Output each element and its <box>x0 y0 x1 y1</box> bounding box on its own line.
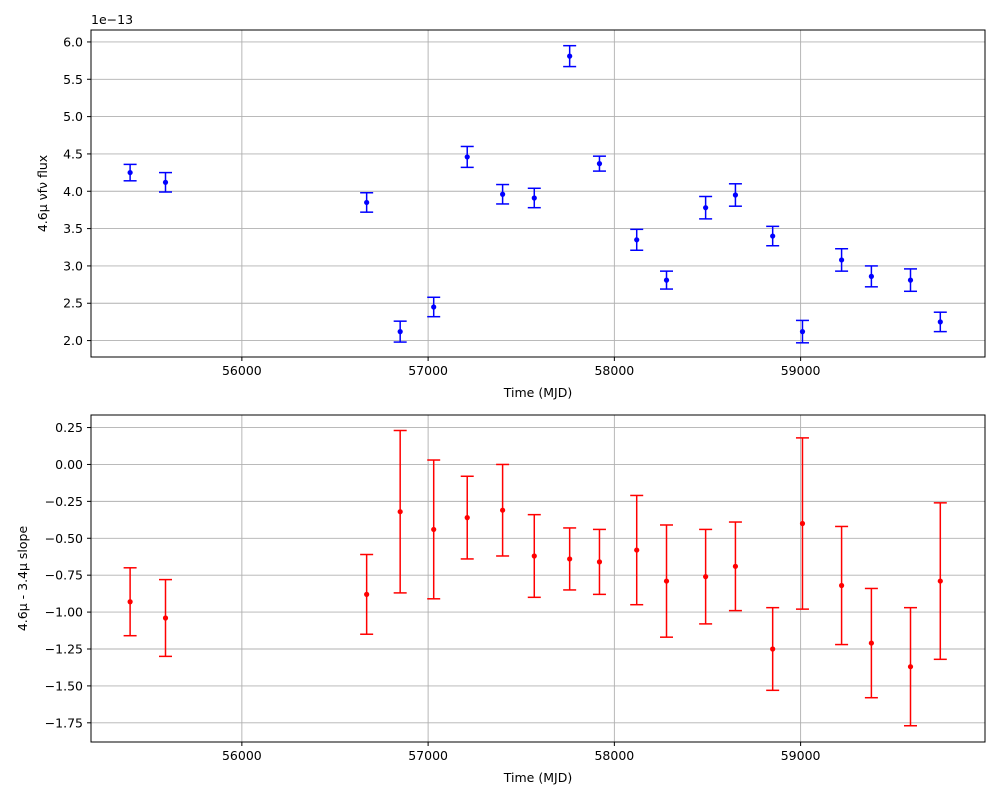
bottom-x-tick-label: 56000 <box>222 748 262 763</box>
bottom-data-point <box>703 574 709 580</box>
top-axes-frame <box>90 29 986 358</box>
top-data-point <box>431 304 437 310</box>
bottom-axes-frame <box>90 414 986 743</box>
top-data-point <box>162 179 169 185</box>
bottom-data-point <box>162 615 169 621</box>
bottom-data-point <box>937 578 943 584</box>
bottom-data-point <box>500 507 506 513</box>
bottom-y-axis-label: 4.6μ - 3.4μ slope <box>15 526 30 632</box>
top-data-point <box>397 329 403 335</box>
bottom-y-tick-label: 0.00 <box>55 457 83 472</box>
bottom-data-point <box>464 515 470 521</box>
bottom-data-point <box>596 559 603 565</box>
bottom-y-tick-label: −1.25 <box>45 641 83 656</box>
top-x-tick-label: 56000 <box>222 363 262 378</box>
top-y-offset-label: 1e−13 <box>91 12 133 27</box>
bottom-y-tick-label: −0.50 <box>45 531 83 546</box>
bottom-data-point <box>838 582 845 589</box>
top-y-axis-label: 4.6μ νfν flux <box>35 155 50 232</box>
top-y-tick-label: 4.5 <box>63 146 83 161</box>
bottom-data-point <box>397 509 403 515</box>
top-data-point <box>937 319 943 325</box>
top-data-point <box>868 273 874 279</box>
bottom-y-tick-label: −1.75 <box>45 715 83 730</box>
top-data-point <box>567 53 573 59</box>
top-data-point <box>127 169 133 176</box>
bottom-data-point <box>127 599 133 605</box>
bottom-x-axis-label: Time (MJD) <box>503 770 572 785</box>
bottom-x-tick-label: 59000 <box>781 748 821 763</box>
top-data-point <box>531 195 537 201</box>
bottom-x-tick-label: 57000 <box>408 748 448 763</box>
top-y-tick-label: 6.0 <box>63 34 83 49</box>
top-data-point <box>703 205 709 211</box>
top-y-tick-label: 5.5 <box>63 72 83 87</box>
bottom-data-point <box>567 556 573 562</box>
top-data-point <box>770 233 776 239</box>
top-y-tick-label: 2.5 <box>63 296 83 311</box>
bottom-data-point <box>634 547 640 553</box>
top-y-tick-label: 4.0 <box>63 184 83 199</box>
top-y-tick-label: 3.5 <box>63 221 83 236</box>
top-y-tick-label: 2.0 <box>63 333 83 348</box>
bottom-data-point <box>364 591 370 597</box>
top-panel-flux: 56000 57000 58000 59000 2.0 2.5 3.0 3.5 4.0 4.5 5.… <box>35 12 986 400</box>
top-data-point <box>838 257 845 263</box>
bottom-data-point <box>531 553 537 559</box>
bottom-data-point <box>868 640 874 646</box>
bottom-y-tick-label: 0.25 <box>55 420 83 435</box>
bottom-data-point <box>663 578 670 584</box>
top-data-point <box>634 237 640 243</box>
bottom-y-tick-label: −1.00 <box>45 605 83 620</box>
bottom-data-point <box>770 646 776 652</box>
bottom-y-tick-label: −1.50 <box>45 678 83 693</box>
top-x-axis-label: Time (MJD) <box>503 385 572 400</box>
top-data-point <box>500 191 506 197</box>
top-data-point <box>732 192 739 198</box>
bottom-panel-slope: 56000 57000 58000 59000 0.25 0.00 −0.25 −0.50 −0… <box>15 414 986 785</box>
top-data-point <box>464 154 470 160</box>
top-data-point <box>799 329 806 335</box>
bottom-x-tick-label: 58000 <box>594 748 634 763</box>
top-x-tick-label: 58000 <box>594 363 634 378</box>
top-y-tick-label: 3.0 <box>63 258 83 273</box>
bottom-data-point <box>907 664 914 670</box>
bottom-data-point <box>732 563 739 569</box>
bottom-y-tick-label: −0.75 <box>45 568 83 583</box>
top-x-tick-label: 59000 <box>781 363 821 378</box>
bottom-data-point <box>431 526 437 533</box>
bottom-data-point <box>799 520 806 527</box>
top-data-point <box>907 277 914 283</box>
top-y-tick-label: 5.0 <box>63 109 83 124</box>
top-x-tick-label: 57000 <box>408 363 448 378</box>
top-data-point <box>364 199 370 206</box>
bottom-y-tick-label: −0.25 <box>45 494 83 509</box>
top-data-point <box>663 277 670 283</box>
top-data-point <box>596 161 603 167</box>
